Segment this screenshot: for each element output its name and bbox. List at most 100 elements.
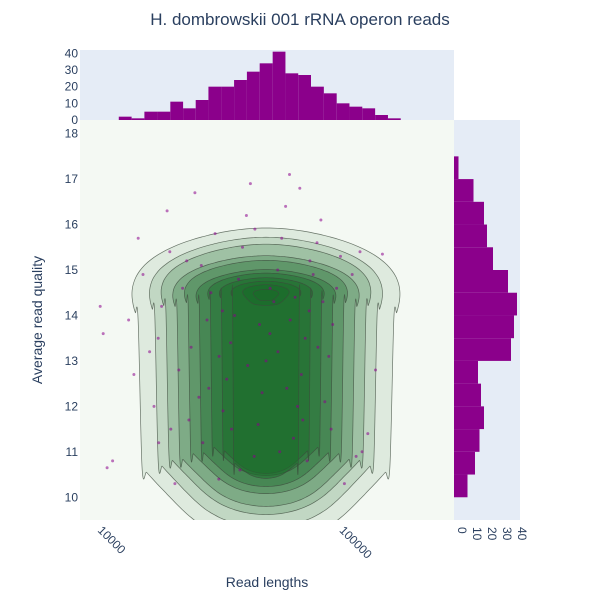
scatter-point [307,309,311,313]
scatter-point [299,373,303,376]
x-axis-ticks: 10000 100000 [95,523,375,561]
scatter-point [152,404,156,408]
scatter-point [233,314,237,317]
scatter-point [205,318,209,322]
scatter-point [136,236,140,240]
scatter-point [252,454,256,458]
scatter-point [268,332,272,336]
scatter-point [303,336,307,340]
density-contour-level [230,280,302,479]
top-histogram-tick-label: 0 [71,113,78,127]
scatter-point [331,323,335,326]
scatter-point [201,441,205,445]
right-histogram-ticks: 0 10 20 30 40 [455,527,529,541]
scatter-point [276,268,280,272]
y-axis-title: Average read quality [29,256,45,384]
scatter-point [241,245,244,249]
top-histogram-bar [208,86,222,120]
scatter-point [292,436,295,440]
scatter-point [284,204,288,208]
scatter-point [237,277,240,281]
density-contour-level [252,288,280,302]
scatter-point [311,273,315,276]
scatter-point [213,232,217,236]
right-histogram-bar [454,383,481,407]
scatter-point [230,427,233,431]
scatter-point [141,273,145,276]
scatter-point [339,254,342,258]
scatter-point [101,332,105,336]
top-histogram-bar [323,93,337,120]
scatter-point [316,345,320,349]
scatter-point [374,368,377,372]
y-axis-ticks: 10 11 12 13 14 15 16 17 18 [65,127,79,505]
top-histogram-bar [272,51,286,120]
scatter-point [258,323,261,326]
scatter-point [189,345,193,349]
right-histogram-tick-label: 10 [470,527,484,541]
scatter-point [209,291,213,295]
scatter-point [354,454,358,458]
scatter-point [229,341,233,345]
scatter-point [288,173,291,176]
scatter-point [268,286,272,290]
y-axis-tick-label: 18 [65,127,79,141]
scatter-point [342,482,346,486]
y-axis-tick-label: 13 [65,354,79,368]
top-histogram-bar [387,118,401,120]
scatter-point [98,304,102,308]
y-axis-tick-label: 11 [66,445,79,459]
right-histogram-bar [454,315,514,339]
scatter-point [169,427,173,431]
scatter-point [148,350,152,354]
scatter-point [173,482,177,486]
right-histogram-bar [454,201,484,225]
scatter-point [132,373,136,376]
top-histogram-bar [259,63,273,120]
top-histogram-tick-label: 40 [65,46,79,60]
top-histogram-bar [336,103,350,120]
top-histogram-bar [246,71,260,120]
x-axis-title: Read lengths [226,574,309,590]
right-histogram-bar [454,270,508,293]
right-histogram-tick-label: 30 [500,527,514,541]
right-histogram-bar [454,451,475,475]
right-histogram-bar [454,429,480,452]
scatter-point [285,386,289,390]
scatter-point [319,218,323,222]
top-histogram-tick-label: 20 [65,80,79,94]
top-histogram-bar [195,100,209,120]
right-histogram-bar [454,247,493,270]
scatter-point [288,318,292,322]
top-histogram-bar [375,115,388,120]
right-histogram-bar [454,156,459,180]
scatter-point [256,423,260,426]
x-axis-tick-label: 10000 [95,523,129,557]
scatter-point [197,395,201,399]
scatter-point [168,250,172,254]
scatter-points [98,173,384,486]
top-histogram-bar [349,106,363,120]
scatter-point [193,191,197,195]
scatter-point [350,273,354,276]
scatter-point [335,286,339,290]
y-axis-tick-label: 12 [65,399,79,413]
y-axis-tick-label: 16 [65,218,79,232]
top-histogram [118,51,401,120]
scatter-point [207,386,211,390]
y-axis-tick-label: 10 [65,490,79,504]
scatter-point [165,209,169,213]
right-histogram-bar [454,292,517,316]
chart-title: H. dombrowskii 001 rRNA operon reads [150,10,450,29]
top-histogram-bar [183,108,196,120]
scatter-point [296,404,299,408]
right-histogram-bar [454,406,484,430]
scatter-point [272,300,276,304]
top-histogram-bar [144,111,158,120]
scatter-point [260,391,264,395]
scatter-point [308,259,312,263]
scatter-point [111,459,115,463]
scatter-point [305,459,309,463]
top-histogram-tick-label: 10 [65,96,79,110]
scatter-point [358,250,362,254]
